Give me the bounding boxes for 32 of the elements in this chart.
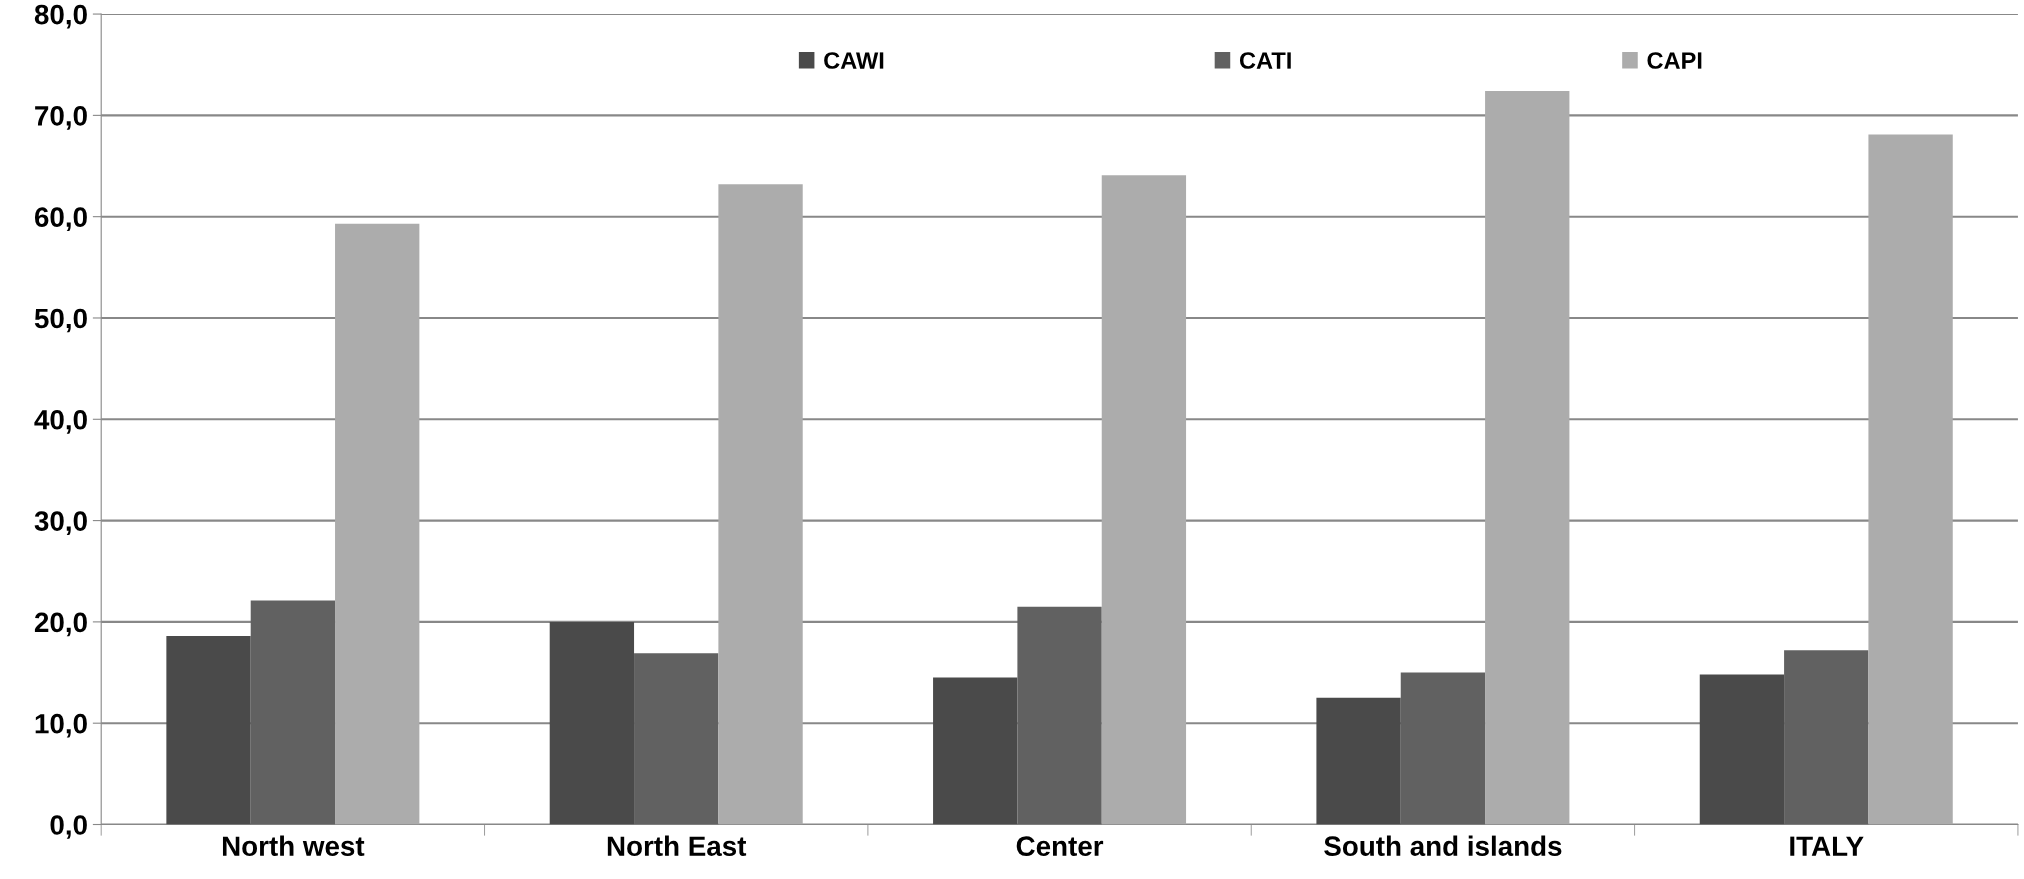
bar xyxy=(166,636,251,825)
bar xyxy=(1316,697,1401,825)
y-tick-label: 30,0 xyxy=(34,511,87,535)
y-tick-label: 80,0 xyxy=(34,4,87,29)
y-tick-label: 20,0 xyxy=(34,612,87,637)
bar xyxy=(1699,674,1785,825)
y-tick-label: 10,0 xyxy=(35,713,87,738)
x-tick-label: ITALY xyxy=(1790,836,1864,856)
bar xyxy=(1101,175,1187,825)
bar xyxy=(549,621,635,825)
bar xyxy=(335,223,420,825)
legend-label: CATI xyxy=(1239,52,1291,69)
y-tick-label: 60,0 xyxy=(34,207,87,232)
y-tick-label: 50,0 xyxy=(34,308,87,333)
bar xyxy=(1485,91,1570,825)
bar xyxy=(1017,606,1102,825)
x-tick-label: North west xyxy=(222,835,365,857)
legend-label: CAWI xyxy=(824,52,884,69)
bar xyxy=(718,184,803,825)
bar xyxy=(1784,650,1869,825)
x-tick-label: Center xyxy=(1016,836,1104,857)
x-tick-label: North East xyxy=(607,835,747,857)
bar xyxy=(933,677,1018,825)
bar xyxy=(1868,134,1953,825)
y-tick-label: 40,0 xyxy=(34,409,87,434)
y-tick-label: 0,0 xyxy=(50,815,87,839)
bar xyxy=(634,653,719,825)
bar xyxy=(250,600,336,825)
y-tick-label: 70,0 xyxy=(35,106,87,130)
x-tick-label: South and islands xyxy=(1324,835,1562,857)
bar xyxy=(1400,672,1486,825)
legend-label: CAPI xyxy=(1647,52,1702,69)
